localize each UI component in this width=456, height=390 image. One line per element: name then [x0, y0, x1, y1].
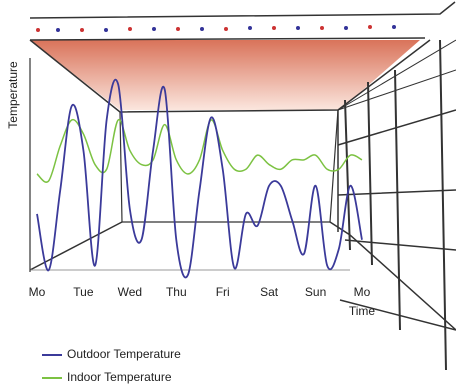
x-tick-label: Fri — [216, 285, 230, 299]
x-tick-label: Mo — [354, 285, 371, 299]
y-axis-label: Temperature — [6, 61, 20, 129]
x-axis-label: Time — [349, 304, 376, 318]
legend-label: Indoor Temperature — [67, 370, 172, 384]
x-tick-label: Wed — [118, 285, 142, 299]
series-line — [36, 78, 363, 279]
room-drawing — [29, 1, 456, 371]
x-tick-label: Thu — [166, 285, 187, 299]
x-tick-label: Sat — [260, 285, 279, 299]
x-tick-label: Tue — [73, 285, 94, 299]
series-line — [36, 118, 363, 183]
legend-label: Outdoor Temperature — [67, 347, 181, 361]
x-tick-label: Mo — [29, 285, 46, 299]
x-tick-label: Sun — [305, 285, 326, 299]
ceiling-dots — [36, 25, 396, 32]
